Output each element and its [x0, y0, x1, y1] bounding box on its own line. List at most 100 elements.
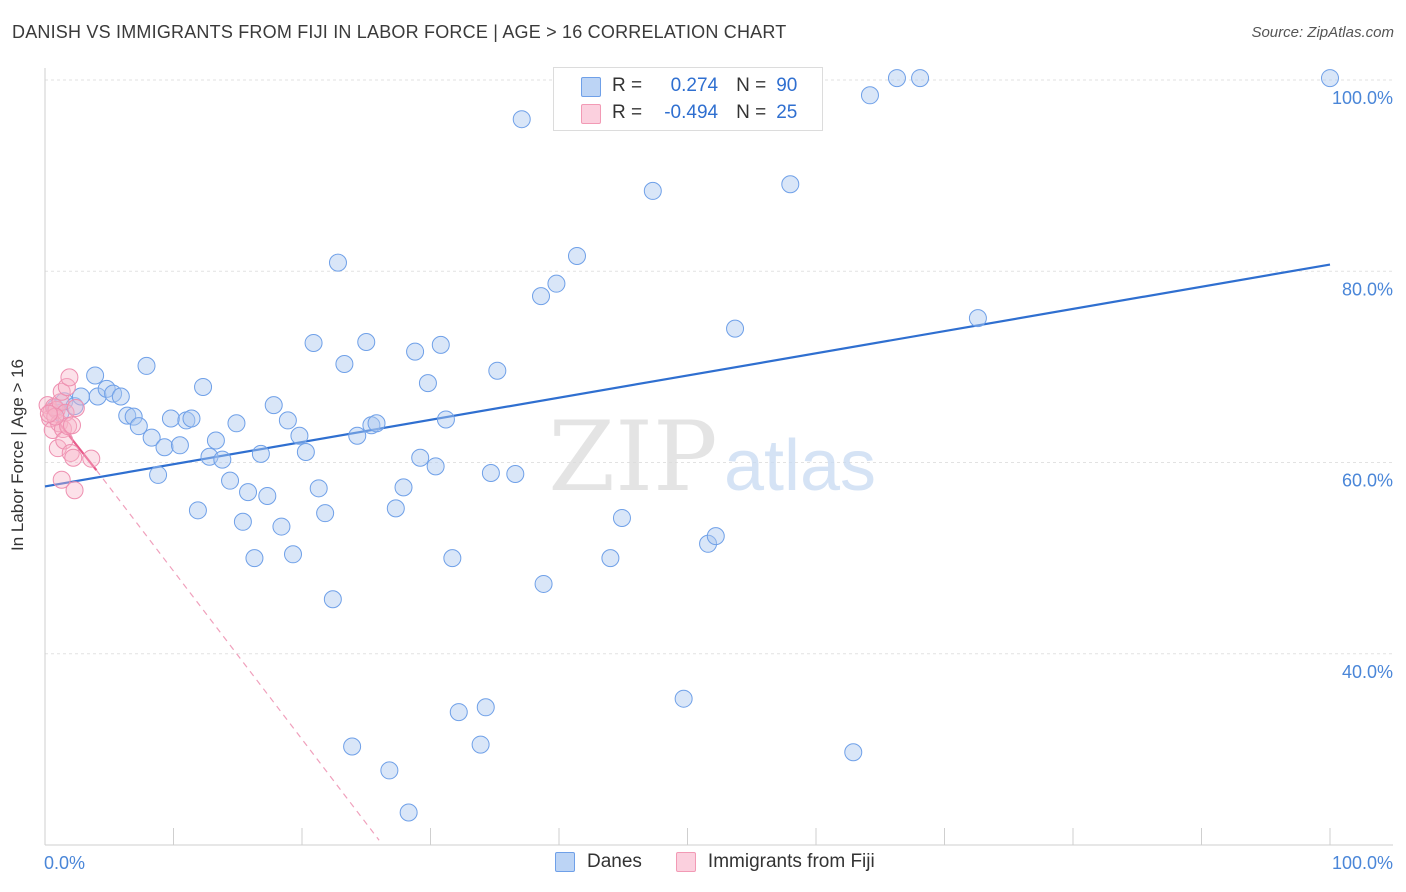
danes-point	[335, 355, 354, 374]
danes-point	[481, 464, 500, 483]
x-tick-label-min: 0.0%	[44, 853, 85, 873]
danes-point	[367, 414, 386, 433]
watermark-atlas: atlas	[724, 426, 876, 506]
fiji-point	[64, 448, 83, 467]
grid-lines	[45, 79, 1393, 655]
danes-point	[612, 508, 631, 527]
data-points	[38, 67, 1339, 822]
danes-point	[182, 409, 201, 428]
fiji-swatch	[581, 104, 601, 124]
fiji-n-value: 25	[776, 102, 798, 123]
danes-point	[233, 512, 252, 531]
danes-point	[643, 181, 662, 200]
danes-point	[844, 743, 863, 762]
danes-point	[188, 501, 207, 520]
danes-point	[506, 464, 525, 483]
danes-point	[411, 448, 430, 467]
fiji-r-value: -0.494	[664, 102, 719, 123]
danes-point	[227, 414, 246, 433]
danes-point	[887, 69, 906, 88]
danes-n-value: 90	[776, 75, 798, 96]
danes-point	[532, 287, 551, 306]
danes-point	[111, 387, 130, 406]
fiji-trend-extension	[95, 469, 380, 841]
danes-point	[406, 342, 425, 361]
danes-point	[206, 431, 225, 450]
danes-point	[264, 396, 283, 415]
danes-point	[155, 438, 174, 457]
danes-point	[161, 409, 180, 428]
danes-point	[426, 457, 445, 476]
watermark: ZIP atlas	[548, 401, 876, 513]
danes-point	[418, 374, 437, 393]
danes-point	[149, 465, 168, 484]
y-tick-label: 100.0%	[1332, 88, 1393, 108]
danes-point	[674, 689, 693, 708]
danes-point	[328, 253, 347, 272]
source-credit: Source: ZipAtlas.com	[1251, 24, 1394, 41]
fiji-point	[62, 416, 81, 435]
x-tick-label-max: 100.0%	[1332, 853, 1393, 873]
danes-point	[137, 356, 156, 375]
danes-point	[547, 274, 566, 293]
danes-point	[476, 698, 495, 717]
fiji-point	[65, 481, 84, 500]
legend-row-fiji: R = -0.494 N = 25	[612, 101, 797, 125]
danes-legend-label: Danes	[587, 851, 642, 872]
danes-point	[118, 406, 137, 425]
danes-point	[436, 410, 455, 429]
danes-point	[129, 417, 148, 436]
danes-point	[304, 333, 323, 352]
stats-legend: R = 0.274 N = 90 R = -0.494 N = 25	[553, 67, 823, 131]
danes-point	[258, 486, 277, 505]
danes-point	[781, 175, 800, 194]
danes-point	[860, 86, 879, 105]
tick-labels: 40.0% 60.0% 80.0% 100.0% 0.0% 100.0%	[44, 88, 1393, 873]
danes-point	[706, 527, 725, 546]
danes-point	[601, 549, 620, 568]
danes-point	[124, 407, 143, 426]
danes-point	[386, 499, 405, 518]
danes-r-value: 0.274	[670, 75, 719, 96]
chart-title: DANISH VS IMMIGRANTS FROM FIJI IN LABOR …	[12, 22, 787, 42]
trend-lines	[44, 263, 1331, 841]
fiji-legend-swatch	[675, 852, 696, 872]
danes-point	[323, 590, 342, 609]
series-legend: Danes Immigrants from Fiji	[555, 851, 875, 873]
danes-point	[399, 803, 418, 822]
danes-point	[245, 549, 264, 568]
danes-point	[534, 574, 553, 593]
danes-point	[239, 483, 258, 502]
danes-point	[443, 549, 462, 568]
danes-point	[290, 426, 309, 445]
danes-point	[911, 69, 930, 88]
y-tick-label: 80.0%	[1342, 279, 1393, 299]
danes-point	[284, 545, 303, 564]
danes-point	[86, 366, 105, 385]
danes-point	[512, 110, 531, 129]
danes-point	[142, 428, 161, 447]
fiji-point	[61, 443, 80, 462]
danes-point	[1321, 69, 1339, 88]
danes-point	[699, 534, 718, 553]
danes-point	[348, 426, 367, 445]
legend-row-danes: R = 0.274 N = 90	[612, 74, 797, 98]
fiji-point	[66, 398, 85, 417]
y-tick-label: 40.0%	[1342, 662, 1393, 682]
danes-point	[394, 478, 413, 497]
axes	[44, 68, 1393, 846]
danes-point	[221, 471, 240, 490]
fiji-point	[52, 382, 71, 401]
fiji-legend-label: Immigrants from Fiji	[707, 851, 875, 872]
y-axis-label: In Labor Force | Age > 16	[8, 358, 27, 552]
danes-point	[449, 703, 468, 722]
watermark-zip: ZIP	[548, 401, 717, 513]
danes-point	[170, 436, 189, 455]
n-label: N =	[736, 102, 767, 123]
danes-legend-swatch	[555, 852, 575, 872]
danes-point	[471, 735, 490, 754]
r-label: R =	[612, 102, 643, 123]
danes-point	[343, 737, 362, 756]
danes-swatch	[581, 77, 601, 97]
